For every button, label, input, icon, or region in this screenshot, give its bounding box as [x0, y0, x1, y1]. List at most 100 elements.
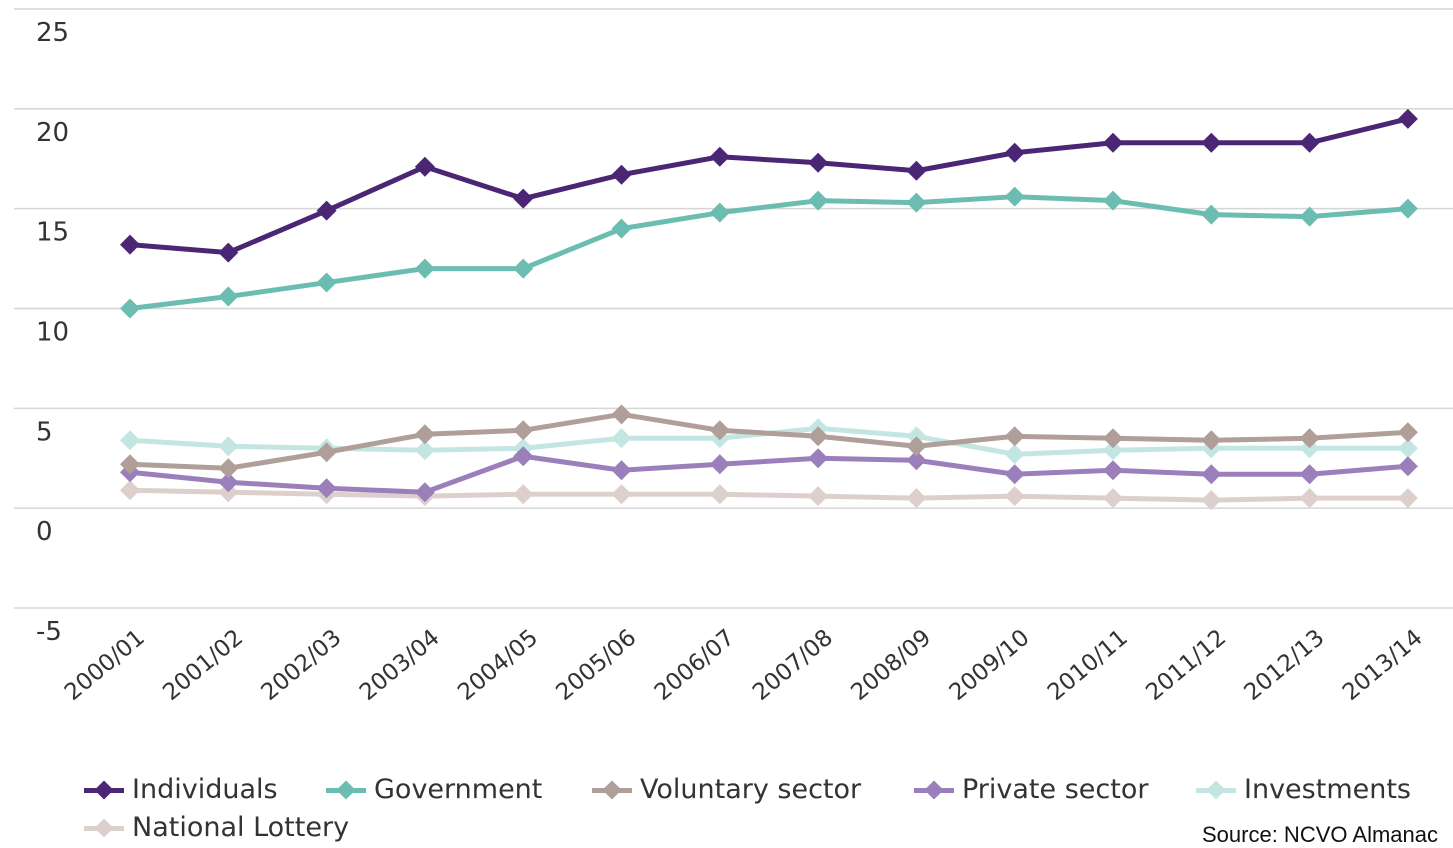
data-point[interactable] [1299, 488, 1320, 509]
legend-item[interactable]: Private sector [914, 774, 1148, 805]
data-point[interactable] [611, 404, 632, 425]
data-point[interactable] [1397, 422, 1418, 443]
data-point[interactable] [1201, 490, 1222, 511]
x-tick-label: 2003/04 [355, 625, 445, 706]
y-axis-ticks: 25 20 15 10 5 0 -5 [36, 18, 69, 647]
data-point[interactable] [1299, 464, 1320, 485]
data-point[interactable] [218, 458, 239, 479]
data-point[interactable] [120, 298, 140, 319]
data-point[interactable] [906, 192, 927, 213]
data-point[interactable] [1004, 426, 1025, 447]
data-point[interactable] [906, 160, 927, 181]
data-point[interactable] [611, 460, 632, 481]
series-individuals [120, 108, 1418, 263]
data-point[interactable] [1397, 198, 1418, 219]
data-point[interactable] [218, 286, 239, 307]
data-point[interactable] [1103, 190, 1123, 211]
data-point[interactable] [1201, 430, 1222, 451]
data-point[interactable] [1299, 206, 1320, 227]
data-point[interactable] [611, 164, 632, 185]
data-point[interactable] [709, 146, 730, 167]
legend-swatch-icon [84, 816, 124, 840]
data-point[interactable] [316, 272, 337, 293]
data-point[interactable] [906, 488, 927, 509]
legend-label: Voluntary sector [640, 774, 862, 805]
data-point[interactable] [218, 472, 239, 493]
data-point[interactable] [218, 242, 239, 263]
data-point[interactable] [1103, 488, 1123, 509]
data-point[interactable] [1004, 186, 1025, 207]
data-point[interactable] [513, 484, 534, 505]
data-point[interactable] [1201, 204, 1222, 225]
data-point[interactable] [1201, 464, 1222, 485]
legend-item[interactable]: National Lottery [84, 812, 349, 843]
data-point[interactable] [1103, 460, 1123, 481]
data-point[interactable] [808, 486, 829, 507]
x-tick-label: 2000/01 [60, 625, 150, 706]
data-point[interactable] [414, 482, 435, 503]
legend-item[interactable]: Voluntary sector [592, 774, 861, 805]
data-point[interactable] [906, 436, 927, 457]
data-point[interactable] [414, 440, 435, 461]
data-point[interactable] [906, 450, 927, 471]
data-point[interactable] [709, 484, 730, 505]
data-point[interactable] [1397, 108, 1418, 129]
data-point[interactable] [808, 448, 829, 469]
data-point[interactable] [808, 190, 829, 211]
data-point[interactable] [120, 234, 140, 255]
data-point[interactable] [808, 426, 829, 447]
legend-label: Individuals [132, 774, 278, 805]
source-note: Source: NCVO Almanac [1202, 822, 1438, 847]
data-point[interactable] [709, 420, 730, 441]
data-point[interactable] [1103, 440, 1123, 461]
legend-swatch-icon [914, 778, 954, 802]
data-point[interactable] [1299, 132, 1320, 153]
y-tick-label: 20 [36, 118, 69, 148]
y-tick-label: 10 [36, 318, 69, 348]
series-government [120, 186, 1418, 319]
data-point[interactable] [611, 484, 632, 505]
data-point[interactable] [1201, 132, 1222, 153]
data-point[interactable] [1004, 486, 1025, 507]
data-point[interactable] [1397, 456, 1418, 477]
data-point[interactable] [414, 156, 435, 177]
x-tick-label: 2005/06 [551, 625, 641, 706]
y-tick-label: -5 [36, 617, 62, 647]
data-point[interactable] [1004, 464, 1025, 485]
data-point[interactable] [513, 188, 534, 209]
data-point[interactable] [1299, 428, 1320, 449]
data-point[interactable] [709, 202, 730, 223]
data-point[interactable] [513, 258, 534, 279]
data-point[interactable] [414, 258, 435, 279]
data-point[interactable] [1103, 132, 1123, 153]
data-point[interactable] [1397, 438, 1418, 459]
data-point[interactable] [513, 446, 534, 467]
data-point[interactable] [513, 420, 534, 441]
data-point[interactable] [611, 428, 632, 449]
data-point[interactable] [120, 454, 140, 475]
data-point[interactable] [709, 454, 730, 475]
data-point[interactable] [414, 424, 435, 445]
data-point[interactable] [316, 442, 337, 463]
legend-label: National Lottery [132, 812, 350, 843]
x-tick-label: 2008/09 [846, 625, 936, 706]
series-voluntary-sector [120, 404, 1418, 479]
data-point[interactable] [120, 480, 140, 501]
data-point[interactable] [1103, 428, 1123, 449]
legend-item[interactable]: Investments [1196, 774, 1411, 805]
x-axis-ticks: 2000/01 2001/02 2002/03 2003/04 2004/05 2005/… [60, 625, 1428, 706]
series-line [129, 116, 1409, 256]
data-point[interactable] [1004, 444, 1025, 465]
data-point[interactable] [218, 436, 239, 457]
data-point[interactable] [1397, 488, 1418, 509]
legend-item[interactable]: Government [326, 774, 542, 805]
data-point[interactable] [120, 430, 140, 451]
data-point[interactable] [611, 218, 632, 239]
data-point[interactable] [808, 152, 829, 173]
data-point[interactable] [316, 478, 337, 499]
series-line [129, 453, 1409, 495]
legend-item[interactable]: Individuals [84, 774, 278, 805]
series-line [129, 194, 1409, 311]
data-point[interactable] [1004, 142, 1025, 163]
data-point[interactable] [316, 200, 337, 221]
